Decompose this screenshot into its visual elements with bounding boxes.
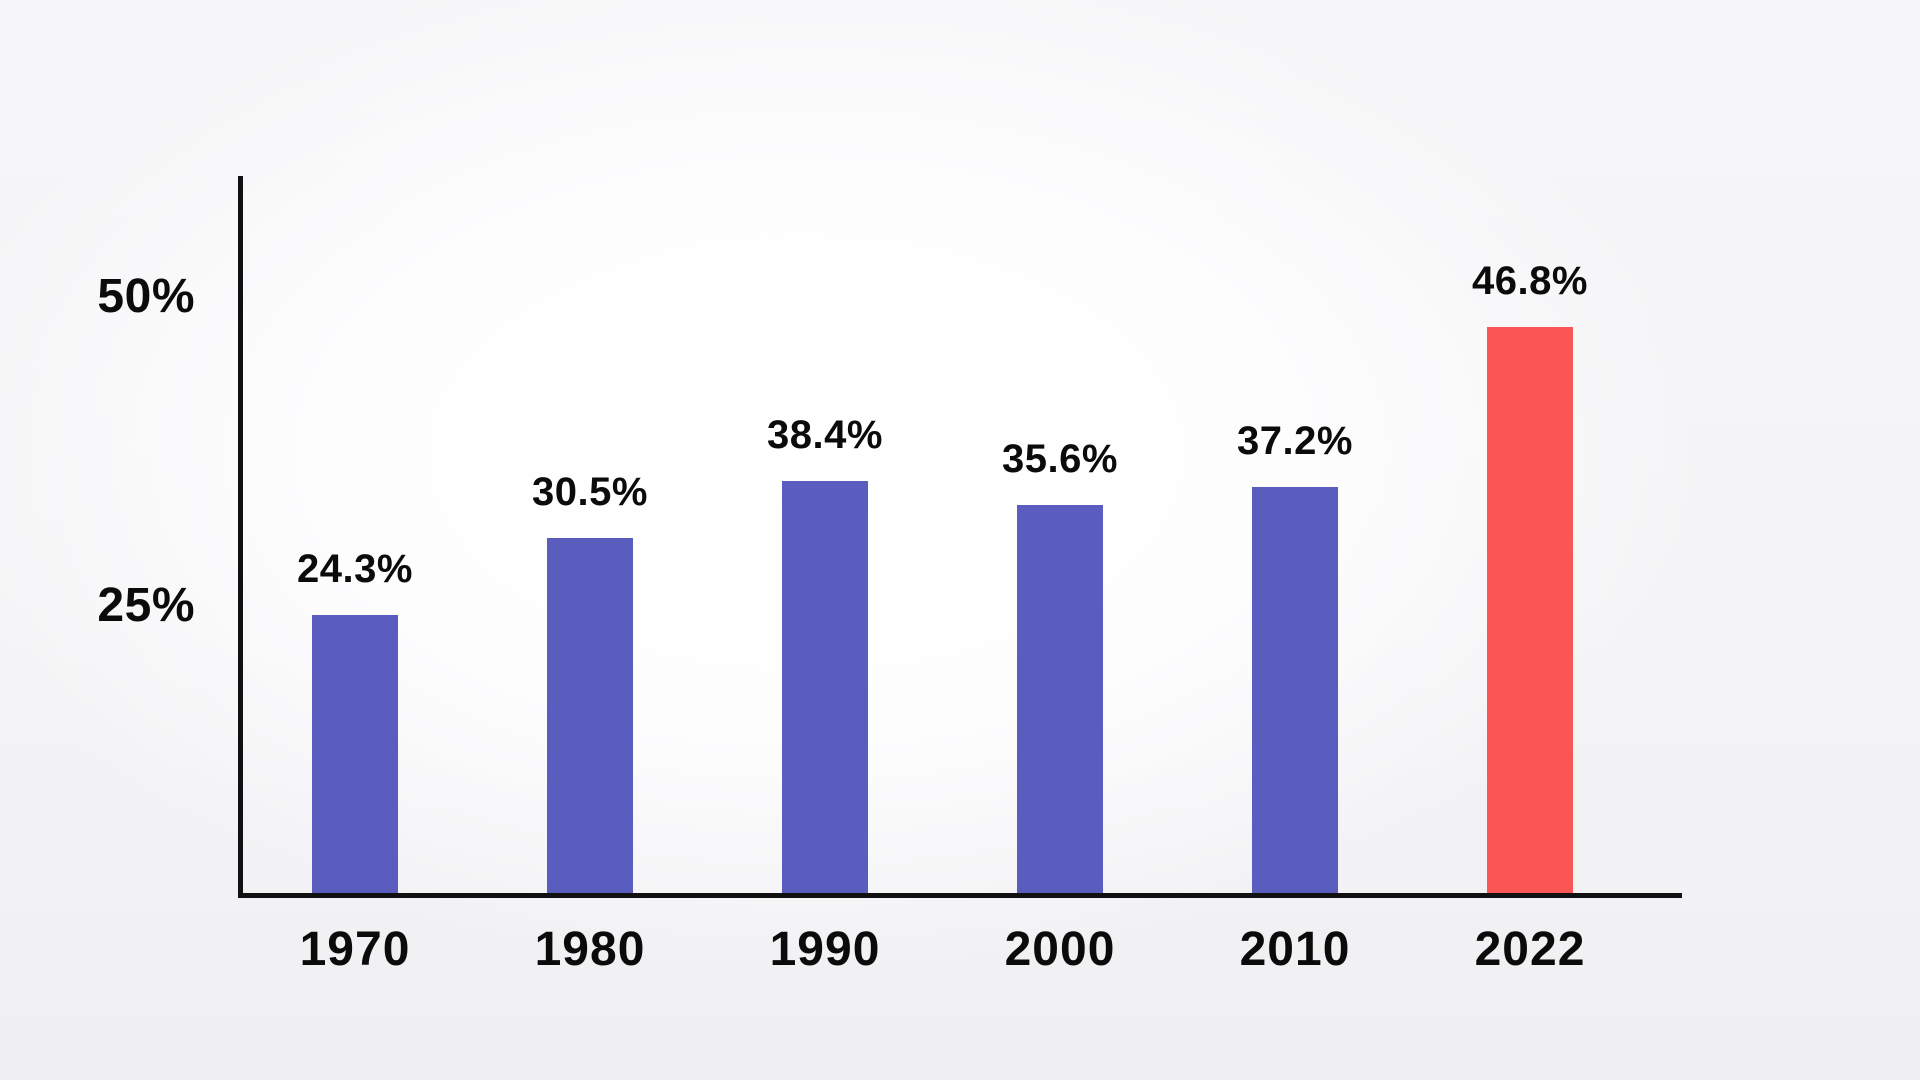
x-axis-line: [238, 893, 1682, 898]
y-axis-line: [238, 176, 243, 898]
x-tick-label-2000: 2000: [1004, 923, 1116, 976]
x-tick-label-2022: 2022: [1474, 923, 1586, 976]
bar-value-label-1980: 30.5%: [532, 470, 648, 514]
bar-2010: [1252, 487, 1338, 893]
bar-value-label-1970: 24.3%: [297, 547, 413, 591]
x-tick-label-1970: 1970: [299, 923, 411, 976]
bar-1990: [782, 481, 868, 893]
bar-value-label-2000: 35.6%: [1002, 437, 1118, 481]
x-tick-label-2010: 2010: [1239, 923, 1351, 976]
y-tick-label-50: 50%: [97, 270, 195, 323]
bar-value-label-2022: 46.8%: [1472, 259, 1588, 303]
x-tick-label-1990: 1990: [769, 923, 881, 976]
bar-1970: [312, 615, 398, 893]
bar-1980: [547, 538, 633, 893]
bar-value-label-2010: 37.2%: [1237, 419, 1353, 463]
y-tick-label-25: 25%: [97, 579, 195, 632]
bar-2022-highlighted: [1487, 327, 1573, 893]
bar-value-label-1990: 38.4%: [767, 413, 883, 457]
bar-2000: [1017, 505, 1103, 893]
x-tick-label-1980: 1980: [534, 923, 646, 976]
